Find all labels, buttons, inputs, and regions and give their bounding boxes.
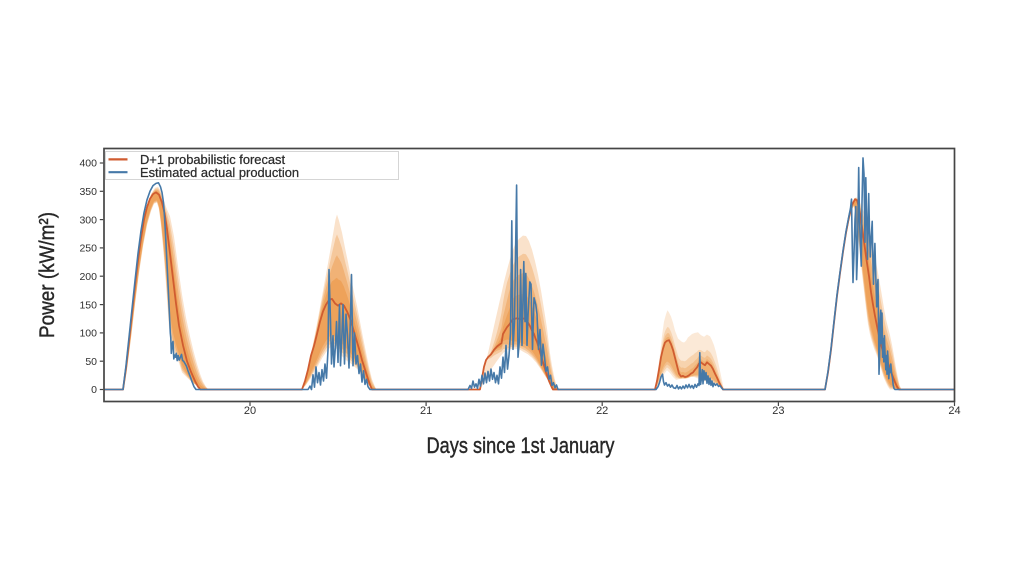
svg-text:0: 0 <box>91 384 97 396</box>
svg-text:Power (kW/m²): Power (kW/m²) <box>36 212 59 338</box>
svg-text:50: 50 <box>85 356 97 368</box>
svg-text:24: 24 <box>948 405 960 417</box>
svg-text:150: 150 <box>79 299 97 311</box>
svg-text:23: 23 <box>772 405 784 417</box>
svg-text:250: 250 <box>79 243 97 255</box>
svg-text:Estimated actual production: Estimated actual production <box>140 165 299 180</box>
svg-text:350: 350 <box>79 186 97 198</box>
svg-text:300: 300 <box>79 214 97 226</box>
svg-text:21: 21 <box>420 405 432 417</box>
svg-text:200: 200 <box>79 271 97 283</box>
svg-text:20: 20 <box>244 405 256 417</box>
svg-text:Days since 1st January: Days since 1st January <box>427 433 615 458</box>
svg-text:D+1 probabilistic forecast: D+1 probabilistic forecast <box>140 152 286 167</box>
svg-text:100: 100 <box>79 328 97 340</box>
svg-text:400: 400 <box>79 158 97 170</box>
svg-text:22: 22 <box>596 405 608 417</box>
